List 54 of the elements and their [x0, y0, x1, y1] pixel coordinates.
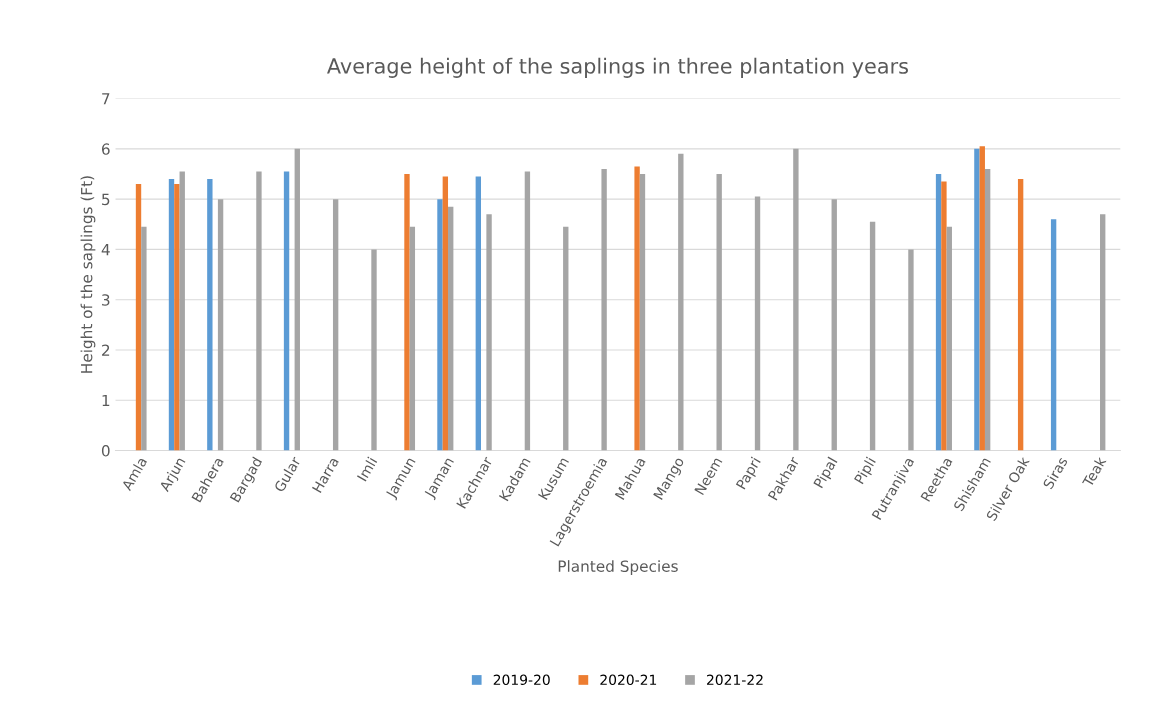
bar — [979, 146, 985, 451]
y-axis-title: Height of the saplings (Ft) — [80, 176, 96, 373]
bar — [524, 171, 531, 451]
bar — [678, 153, 684, 451]
bar — [404, 173, 410, 451]
bar — [563, 226, 569, 451]
bar — [941, 181, 947, 451]
bar — [332, 199, 339, 451]
x-axis-title: Planted Species — [558, 560, 678, 575]
legend-label: 2019-20 — [493, 674, 550, 686]
bar — [217, 199, 224, 451]
bar — [793, 148, 799, 451]
bar — [409, 226, 416, 451]
bar — [486, 214, 492, 451]
bar — [601, 168, 607, 451]
bar — [634, 166, 640, 451]
y-tick-label: 7 — [102, 93, 110, 105]
bar — [179, 171, 185, 451]
bar — [754, 196, 761, 451]
bar — [207, 179, 213, 451]
bar — [371, 249, 377, 451]
chart-title: Average height of the saplings in three plantation years — [327, 57, 908, 78]
legend-label: 2021-22 — [706, 674, 763, 686]
bar — [946, 226, 952, 451]
bar — [437, 199, 443, 451]
y-tick-label: 5 — [102, 193, 110, 206]
bar — [908, 249, 914, 451]
bar — [174, 184, 180, 451]
bar — [974, 148, 980, 451]
bar — [448, 206, 454, 451]
bar — [168, 179, 175, 451]
bar — [442, 176, 449, 451]
y-tick-label: 2 — [102, 344, 110, 356]
bar — [831, 199, 837, 451]
bar — [294, 148, 300, 451]
bar — [1017, 179, 1024, 451]
y-tick-label: 3 — [102, 294, 110, 306]
bar — [716, 173, 722, 451]
bar — [869, 221, 876, 451]
bar — [475, 176, 481, 451]
y-tick-label: 0 — [101, 445, 110, 457]
bar — [935, 173, 942, 451]
bar — [256, 171, 262, 451]
bar — [135, 184, 142, 451]
bar — [1050, 219, 1057, 451]
bar — [639, 173, 646, 451]
bar — [984, 168, 991, 451]
y-tick-label: 4 — [101, 244, 110, 256]
legend-label: 2020-21 — [600, 674, 657, 686]
y-tick-label: 6 — [101, 143, 110, 155]
bar — [1100, 214, 1106, 451]
bar — [141, 226, 147, 451]
bar — [283, 171, 290, 451]
y-tick-label: 1 — [102, 394, 110, 407]
